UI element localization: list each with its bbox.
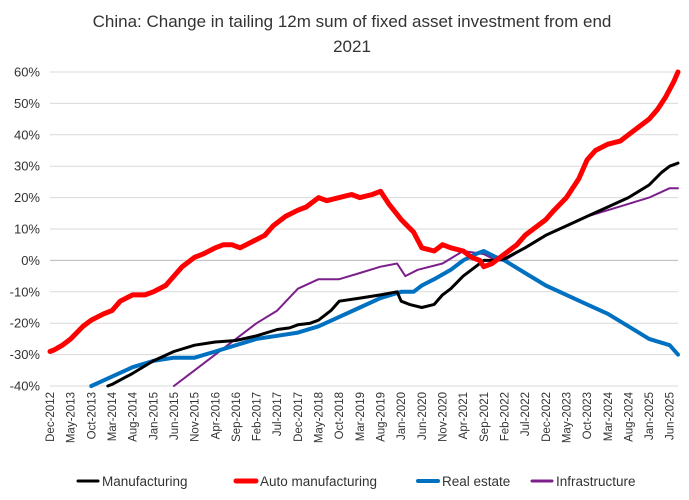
legend-label: Manufacturing — [102, 474, 188, 489]
x-tick-label: Dec-2022 — [541, 392, 553, 442]
x-tick-label: May-2013 — [66, 392, 78, 443]
x-tick-label: Jan-2020 — [396, 392, 408, 440]
x-tick-label: Nov-2015 — [190, 392, 202, 442]
y-tick-label: -30% — [10, 347, 41, 362]
y-tick-label: 10% — [14, 222, 40, 237]
legend-item: Infrastructure — [530, 474, 636, 489]
x-tick-label: Feb-2022 — [499, 392, 511, 441]
x-tick-label: Sep-2016 — [231, 392, 243, 442]
y-axis-ticks: 60% 50% 40% 30% 20% 10% 0% -10% -20% -30% -40% — [10, 65, 41, 394]
x-tick-label: Apr-2016 — [210, 392, 222, 439]
x-tick-label: Jul-2017 — [272, 392, 284, 436]
x-tick-label: May-2018 — [314, 392, 326, 443]
legend: Manufacturing Auto manufacturing Real esta… — [76, 474, 636, 489]
y-tick-label: -20% — [10, 316, 41, 331]
x-tick-label: Jan-2015 — [148, 392, 160, 440]
x-tick-label: Apr-2021 — [458, 392, 470, 439]
x-tick-label: Jun-2015 — [169, 392, 181, 440]
legend-label: Infrastructure — [556, 474, 636, 489]
legend-label: Auto manufacturing — [260, 474, 377, 489]
legend-item: Manufacturing — [76, 474, 188, 489]
x-tick-label: Oct-2023 — [582, 392, 594, 439]
x-tick-label: Jul-2022 — [520, 392, 532, 436]
x-tick-label: Jan-2025 — [644, 392, 656, 440]
y-tick-label: 60% — [14, 65, 40, 80]
series-lines — [47, 69, 681, 388]
x-tick-label: May-2023 — [561, 392, 573, 443]
legend-item: Real estate — [416, 474, 510, 489]
legend-item: Auto manufacturing — [233, 474, 377, 489]
legend-label: Real estate — [442, 474, 510, 489]
y-tick-label: 0% — [21, 253, 40, 268]
x-tick-label: Jun-2025 — [665, 392, 677, 440]
x-tick-label: Dec-2012 — [45, 392, 57, 442]
x-tick-label: Sep-2021 — [479, 392, 491, 442]
y-tick-label: -40% — [10, 379, 41, 394]
series-line-manufacturing — [106, 161, 680, 388]
series-line-real-estate — [89, 249, 680, 388]
series-line-infrastructure — [172, 187, 679, 387]
x-tick-label: Mar-2019 — [355, 392, 367, 441]
x-tick-label: Aug-2019 — [376, 392, 388, 442]
x-tick-label: Aug-2024 — [623, 391, 635, 441]
x-tick-label: Aug-2014 — [128, 391, 140, 441]
gridlines — [50, 71, 678, 387]
y-tick-label: 40% — [14, 127, 40, 142]
y-tick-label: 20% — [14, 190, 40, 205]
x-tick-label: Oct-2013 — [86, 392, 98, 439]
y-tick-label: 30% — [14, 159, 40, 174]
x-axis-ticks: Dec-2012 May-2013 Oct-2013 Mar-2014 Aug-2014… — [45, 391, 677, 443]
chart-title-line-1: China: Change in tailing 12m sum of fixe… — [93, 12, 612, 31]
x-tick-label: Feb-2017 — [252, 392, 264, 441]
x-tick-label: Mar-2014 — [107, 391, 119, 441]
x-tick-label: Mar-2024 — [603, 391, 615, 441]
x-tick-label: Oct-2018 — [334, 392, 346, 439]
x-tick-label: Nov-2020 — [438, 392, 450, 442]
y-tick-label: 50% — [14, 96, 40, 111]
series-line-auto-manufacturing — [47, 69, 681, 354]
x-tick-label: Jun-2020 — [417, 392, 429, 440]
y-tick-label: -10% — [10, 284, 41, 299]
x-tick-label: Dec-2017 — [293, 392, 305, 442]
chart-title-line-2: 2021 — [333, 37, 371, 56]
